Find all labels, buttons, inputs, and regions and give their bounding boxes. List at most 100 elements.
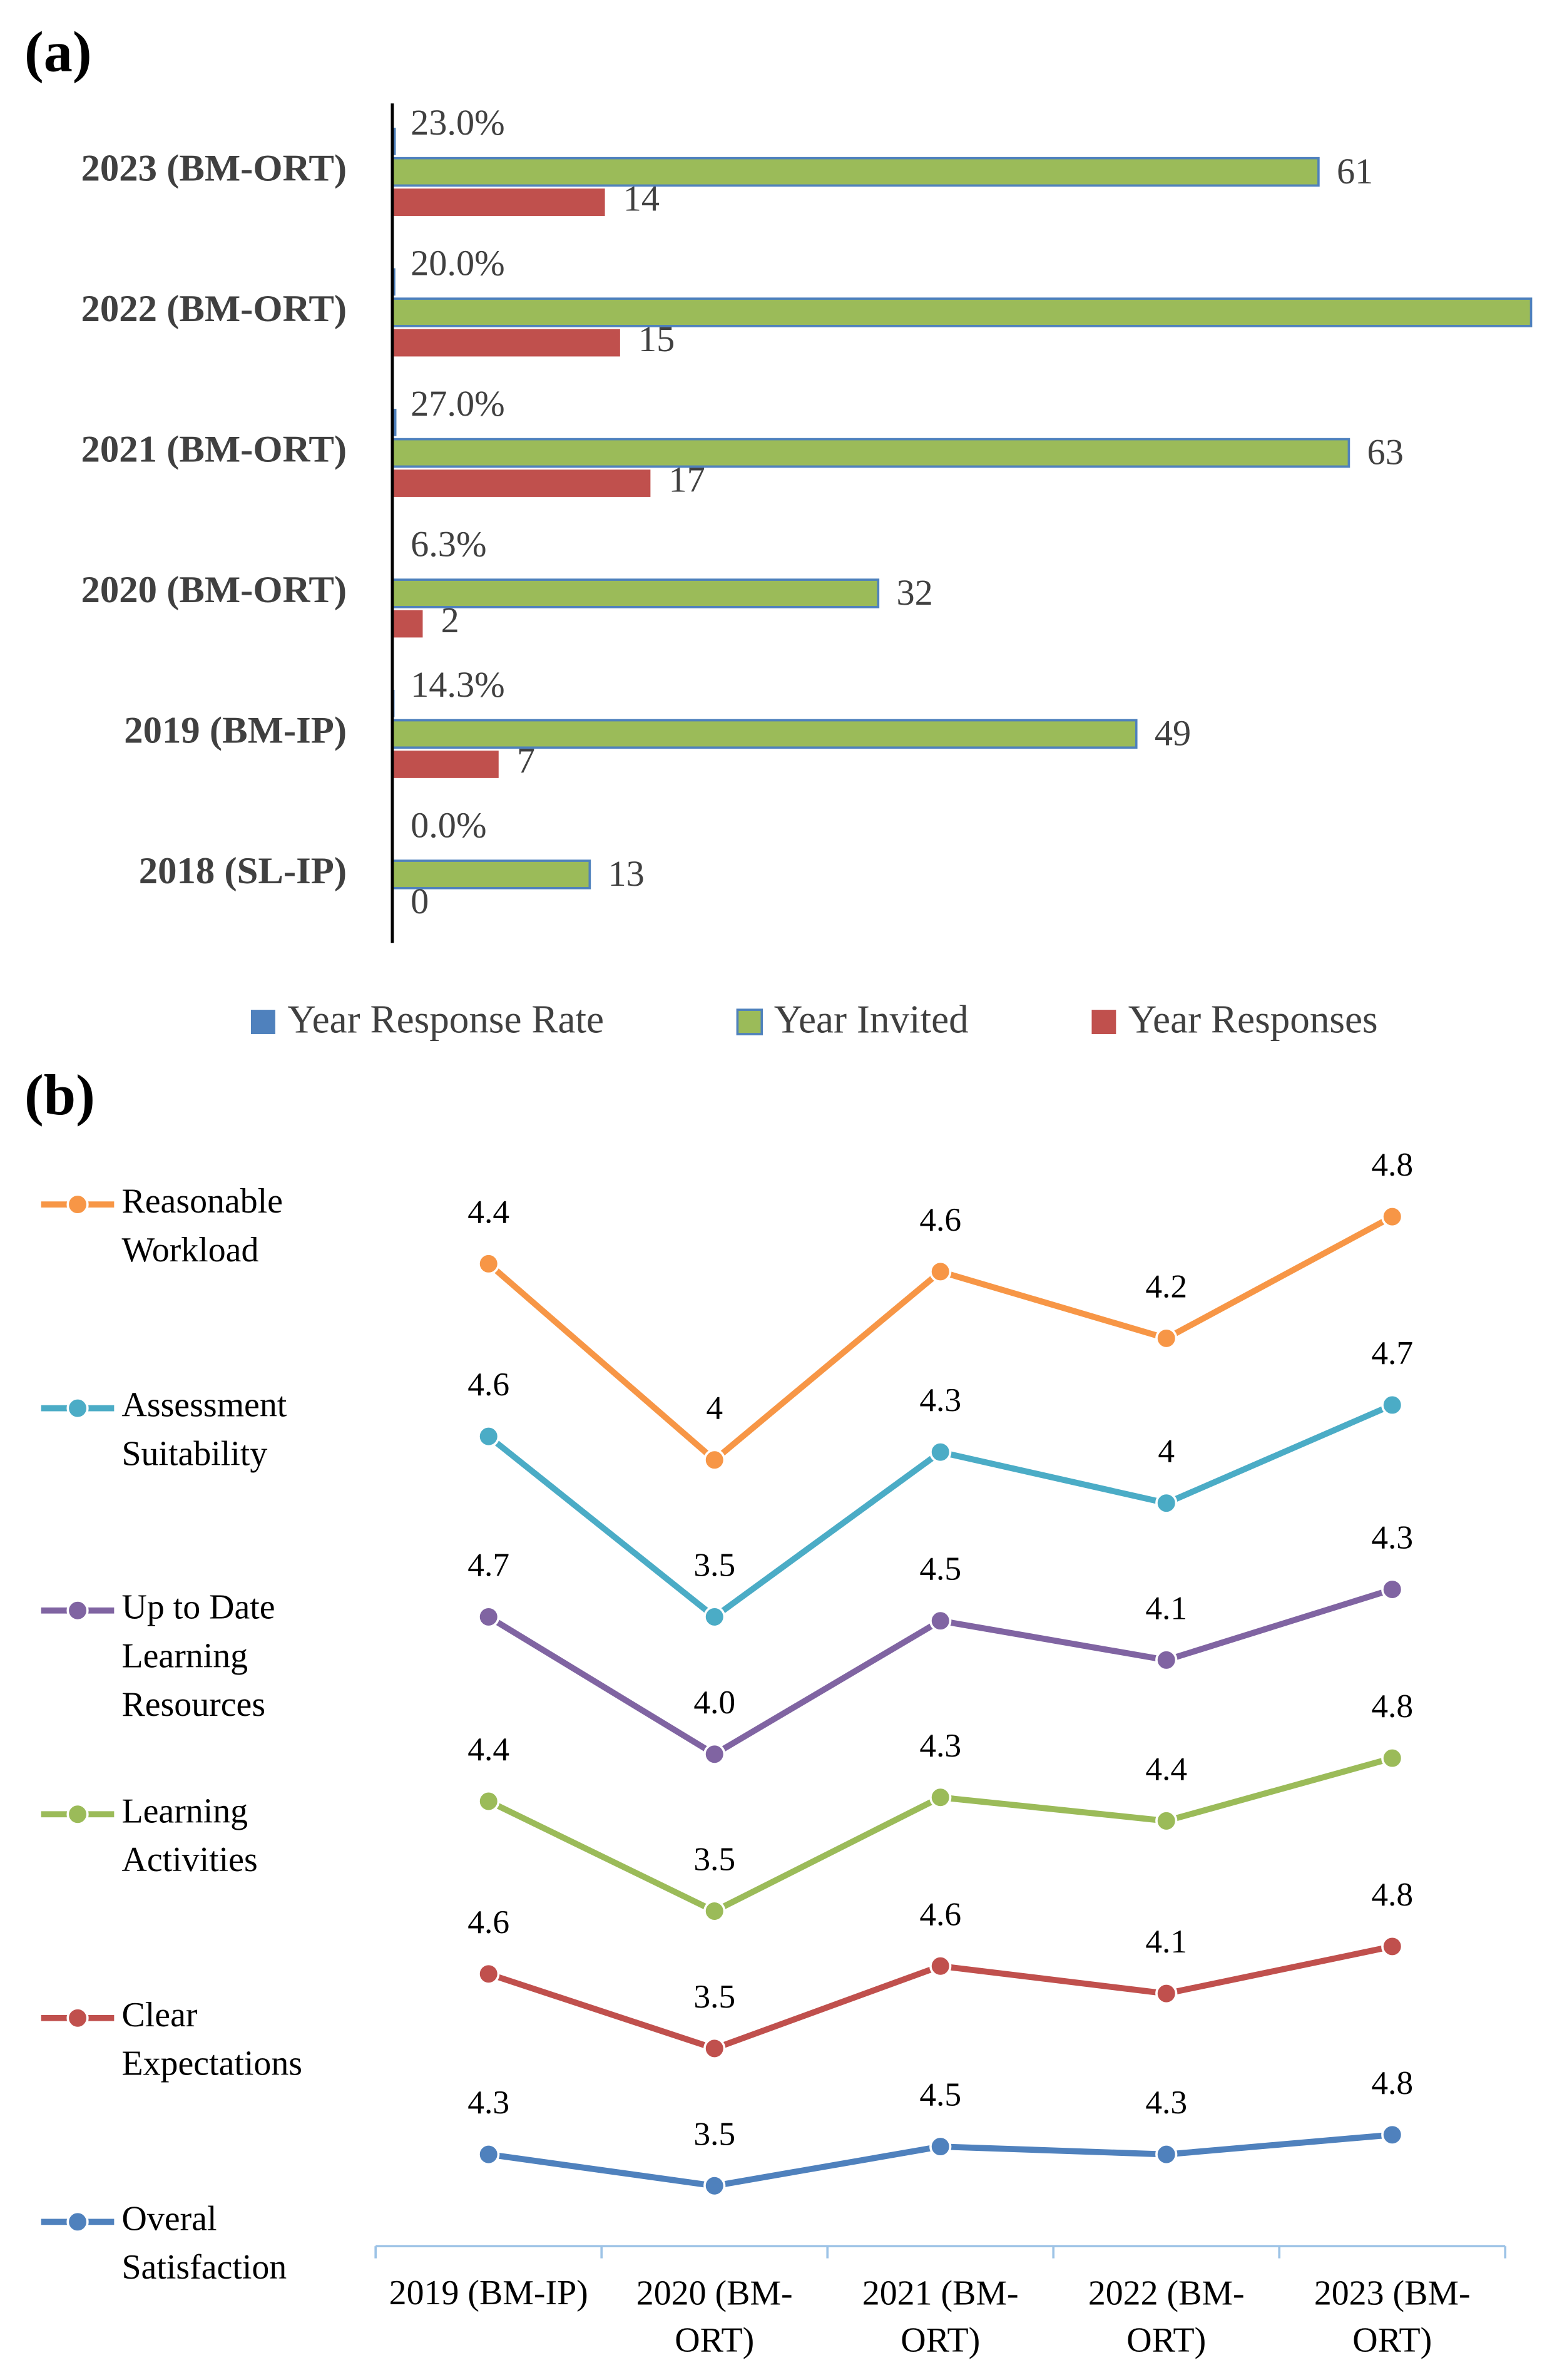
x-tick-label-line: 2020 (BM- xyxy=(636,2274,793,2312)
data-label: 3.5 xyxy=(693,1977,735,2015)
data-label: 4.3 xyxy=(1371,1519,1413,1556)
y-tick-label: 2021 (BM-ORT) xyxy=(81,428,347,470)
point xyxy=(1155,1327,1178,1350)
point xyxy=(1381,1393,1404,1417)
x-tick-label: 2020 (BM- ORT) xyxy=(636,2274,793,2359)
legend-marker xyxy=(66,2007,89,2029)
legend-marker xyxy=(66,2210,89,2233)
x-tick-label-line: ORT) xyxy=(1352,2321,1432,2360)
data-label: 4 xyxy=(706,1389,723,1427)
data-label: 6.3% xyxy=(411,523,486,564)
data-label: 32 xyxy=(896,572,932,613)
data-label: 0 xyxy=(411,881,429,921)
legend-label-line: Suitability xyxy=(122,1434,268,1473)
point xyxy=(1155,1982,1178,2005)
bar xyxy=(392,329,620,357)
data-label: 4 xyxy=(1158,1432,1175,1470)
data-label: 4.1 xyxy=(1145,1589,1187,1626)
data-label: 4.1 xyxy=(1145,1922,1187,1960)
point xyxy=(477,1425,500,1448)
legend-label: Assessment Suitability xyxy=(122,1385,287,1473)
legend-label-line: Clear xyxy=(122,1996,198,2034)
point xyxy=(929,2135,952,2158)
x-tick-label-line: 2021 (BM- xyxy=(862,2274,1019,2312)
data-label: 2 xyxy=(441,600,459,640)
legend-label-line: Learning xyxy=(122,1636,248,1675)
data-label: 4.0 xyxy=(693,1683,735,1721)
point xyxy=(703,1449,726,1471)
legend-label-line: Activities xyxy=(122,1840,258,1879)
data-label: 4.5 xyxy=(919,2076,961,2113)
legend-label: Up to Date Learning Resources xyxy=(122,1588,275,1724)
bar xyxy=(392,409,397,436)
panel-label: (b) xyxy=(24,1063,95,1127)
data-label: 13 xyxy=(608,853,644,894)
point xyxy=(1155,1492,1178,1514)
point xyxy=(929,1260,952,1283)
data-label: 0.0% xyxy=(411,804,486,845)
data-label: 4.8 xyxy=(1371,2064,1413,2101)
data-label: 4.3 xyxy=(919,1726,961,1764)
legend-label: Clear Expectations xyxy=(122,1996,303,2083)
point xyxy=(477,1606,500,1628)
point xyxy=(1155,1649,1178,1671)
legend-label-line: Resources xyxy=(122,1685,266,1724)
data-label: 27.0% xyxy=(411,383,505,424)
point xyxy=(1381,1935,1404,1958)
data-label: 4.3 xyxy=(1145,2083,1187,2121)
data-label: 3.5 xyxy=(693,1840,735,1878)
point xyxy=(929,1609,952,1632)
data-label: 14 xyxy=(623,178,660,218)
point xyxy=(929,1441,952,1464)
point xyxy=(1381,1205,1404,1228)
bar xyxy=(391,438,1350,468)
data-label: 4.5 xyxy=(919,1550,961,1588)
legend-label: Overal Satisfaction xyxy=(122,2199,287,2287)
x-tick-label: 2023 (BM- ORT) xyxy=(1314,2274,1471,2359)
legend-swatch xyxy=(736,1008,763,1035)
point xyxy=(703,1606,726,1628)
point xyxy=(1381,1578,1404,1601)
data-label: 3.5 xyxy=(693,1546,735,1583)
data-label: 23.0% xyxy=(411,102,505,143)
data-label: 63 xyxy=(1367,432,1404,473)
y-tick-label: 2022 (BM-ORT) xyxy=(81,288,347,330)
data-label: 4.6 xyxy=(919,1895,961,1932)
legend-label: Year Response Rate xyxy=(287,997,604,1041)
point xyxy=(477,1790,500,1813)
data-label: 4.6 xyxy=(467,1903,509,1941)
point xyxy=(1381,1747,1404,1770)
bar xyxy=(392,469,651,497)
y-tick-label: 2019 (BM-IP) xyxy=(124,709,347,751)
y-tick-label: 2018 (SL-IP) xyxy=(139,850,347,892)
data-label: 4.3 xyxy=(467,2083,509,2121)
legend-label: Year Invited xyxy=(774,997,969,1041)
legend-marker xyxy=(66,1193,89,1216)
legend-label-line: Up to Date xyxy=(122,1588,275,1627)
line xyxy=(487,1755,1394,1914)
legend-label-line: Workload xyxy=(122,1231,259,1270)
point xyxy=(477,1253,500,1275)
data-label: 4.4 xyxy=(467,1730,509,1768)
legend-label: Year Responses xyxy=(1128,997,1378,1041)
legend-label: Reasonable Workload xyxy=(122,1182,283,1270)
data-label: 4.6 xyxy=(919,1201,961,1238)
data-label: 4.2 xyxy=(1145,1267,1187,1305)
panel-label: (a) xyxy=(24,20,92,84)
line xyxy=(486,1214,1394,1464)
legend-swatch xyxy=(1091,1010,1116,1034)
legend-label-line: Reasonable xyxy=(122,1182,283,1221)
bar xyxy=(392,188,605,216)
data-label: 61 xyxy=(1337,151,1373,192)
data-label: 17 xyxy=(669,459,705,500)
x-tick-label-line: ORT) xyxy=(901,2321,980,2360)
point xyxy=(703,1900,726,1922)
point xyxy=(1381,2123,1404,2146)
legend-label-line: Learning xyxy=(122,1792,248,1830)
bar xyxy=(392,128,396,155)
bar xyxy=(391,156,1320,187)
bar xyxy=(391,297,1533,327)
bar xyxy=(391,719,1138,749)
x-tick-label-line: 2022 (BM- xyxy=(1088,2274,1245,2312)
